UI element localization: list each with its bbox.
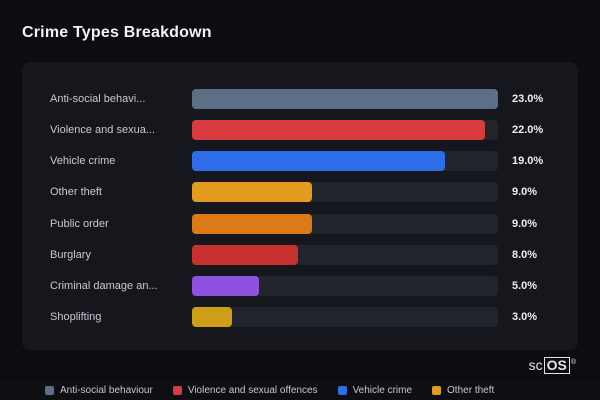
category-label: Burglary [50,248,91,261]
bar-fill [192,213,312,234]
bar-track [192,151,498,172]
category-label: Shoplifting [50,310,102,323]
bar-row: Criminal damage an... 5.0% [50,275,552,297]
value-label: 8.0% [512,248,538,261]
bar-fill [192,151,445,172]
bar-track [192,244,498,265]
page-title: Crime Types Breakdown [22,24,212,41]
value-label: 9.0% [512,186,538,199]
crime-breakdown-chart: Anti-social behavi... 23.0% Violence and s… [22,62,578,350]
legend-swatch-icon [432,385,442,395]
value-label: 22.0% [512,124,544,137]
legend-item[interactable]: Anti-social behaviour [45,385,153,396]
legend-swatch-icon [172,385,182,395]
bar-rows-container: Anti-social behavi... 23.0% Violence and s… [50,88,552,328]
legend-label: Other theft [447,384,495,396]
bar-fill [192,89,498,109]
bar-row: Violence and sexua... 22.0% [50,119,552,141]
bar-row: Vehicle crime 19.0% [50,150,552,172]
bar-fill [192,306,232,327]
bar-track [192,275,498,296]
scos-logo: sc OS ® [528,356,576,374]
bar-fill [192,244,299,265]
bar-row: Shoplifting 3.0% [50,306,552,328]
value-label: 19.0% [512,155,544,168]
legend-label: Vehicle crime [352,384,413,396]
value-label: 5.0% [512,279,538,292]
bar-track [192,213,498,234]
bar-fill [192,182,312,203]
legend-item[interactable]: Other theft [432,385,494,396]
legend-label: Violence and sexual offences [187,384,318,396]
logo-registered-mark: ® [570,358,576,366]
category-label: Vehicle crime [50,155,116,168]
value-label: 9.0% [512,217,538,230]
bar-row: Burglary 8.0% [50,244,552,266]
legend-item[interactable]: Violence and sexual offences [172,384,318,396]
category-label: Criminal damage an... [50,279,158,292]
category-label: Violence and sexua... [50,124,155,137]
logo-prefix-text: sc [528,356,543,373]
category-label: Public order [50,217,109,230]
logo-boxed-text: OS [543,356,570,374]
bar-track [192,89,498,109]
legend-label: Anti-social behaviour [60,384,153,396]
bar-fill [192,120,485,141]
value-label: 3.0% [512,310,538,323]
category-label: Anti-social behavi... [50,93,146,105]
bar-track [192,120,498,141]
bar-track [192,306,498,327]
bar-row: Public order 9.0% [50,213,552,235]
legend-item[interactable]: Vehicle crime [337,384,413,396]
bar-row: Other theft 9.0% [50,181,552,203]
legend-swatch-icon [337,385,347,395]
bar-row: Anti-social behavi... 23.0% [50,88,552,110]
category-label: Other theft [50,186,102,199]
chart-legend: Anti-social behaviour Violence and sexual… [0,380,600,400]
bar-track [192,182,498,203]
bar-fill [192,275,259,296]
value-label: 23.0% [512,93,544,105]
legend-swatch-icon [45,385,54,395]
